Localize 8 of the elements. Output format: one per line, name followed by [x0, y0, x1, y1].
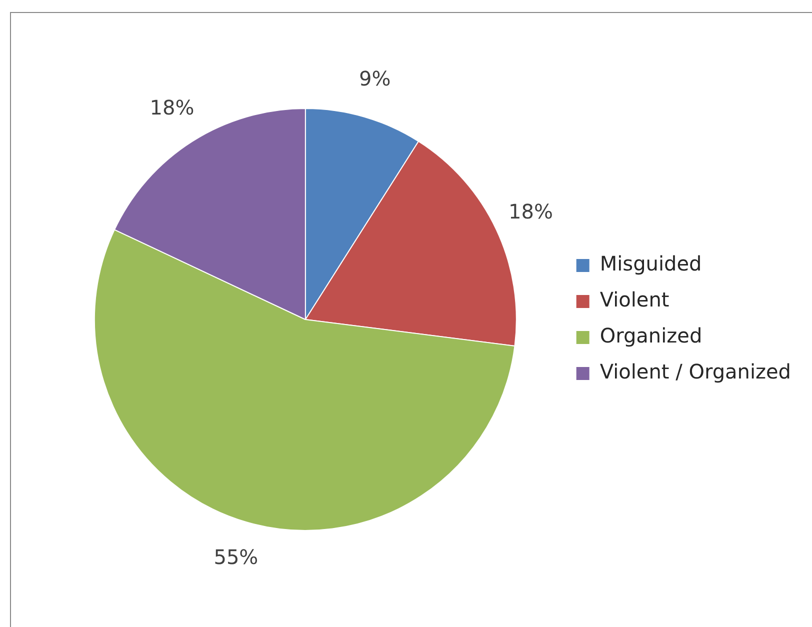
legend-label: Violent / Organized — [600, 360, 792, 384]
data-label: 18% — [508, 200, 553, 224]
data-label: 18% — [150, 95, 194, 120]
legend-label: Misguided — [600, 252, 702, 276]
legend-label: Violent — [600, 288, 670, 312]
legend-label: Organized — [600, 324, 702, 348]
data-label: 55% — [214, 544, 258, 569]
data-label: 9% — [359, 66, 391, 91]
